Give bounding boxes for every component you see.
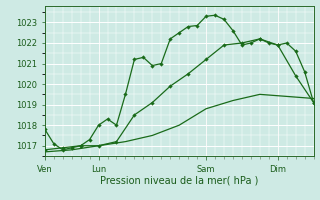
X-axis label: Pression niveau de la mer( hPa ): Pression niveau de la mer( hPa ) — [100, 175, 258, 185]
